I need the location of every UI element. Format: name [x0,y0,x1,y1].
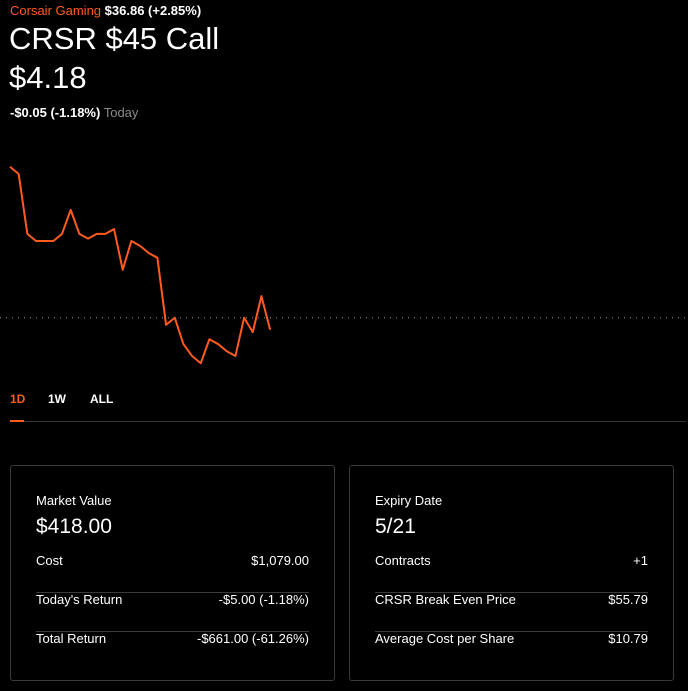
stock-line: Corsair Gaming $36.86 (+2.85%) [10,3,201,18]
row-label: Average Cost per Share [375,631,515,646]
divider [10,421,686,422]
price-line [9,166,272,365]
row-label: Today's Return [36,592,123,607]
tab[interactable]: 1W [48,392,66,406]
row-label: Total Return [36,631,107,646]
tab[interactable]: 1D [10,392,26,406]
change-line: -$0.05 (-1.18%) Today [10,105,138,120]
detail-row: Cost $1,079.00 [36,553,309,593]
stock-change: (+2.85%) [148,3,202,18]
row-value: $55.79 [608,592,648,607]
tab[interactable]: ALL [90,392,114,406]
card-label: Market Value [36,493,112,508]
detail-row: CRSR Break Even Price $55.79 [375,592,648,632]
tab-underline [10,420,24,422]
row-value: $10.79 [608,631,648,646]
change: -$0.05 (-1.18%) [10,105,101,120]
card: Market Value $418.00 Cost $1,079.00 Today's … [10,465,335,681]
card-value: 5/21 [375,515,416,538]
period: Today [103,105,139,120]
stock-price: $36.86 [104,3,145,18]
card-value: $418.00 [36,515,112,538]
company[interactable]: Corsair Gaming [10,3,102,18]
row-value: +1 [633,553,648,568]
row-value: -$5.00 (-1.18%) [218,592,309,607]
detail-row: Contracts +1 [375,553,648,593]
detail-row: Total Return -$661.00 (-61.26%) [36,631,309,670]
detail-row: Today's Return -$5.00 (-1.18%) [36,592,309,632]
row-label: Contracts [375,553,431,568]
row-value: -$661.00 (-61.26%) [196,631,309,646]
row-label: Cost [36,553,63,568]
row-label: CRSR Break Even Price [375,592,516,607]
detail-row: Average Cost per Share $10.79 [375,631,648,670]
card: Expiry Date 5/21 Contracts +1 CRSR Break Eve… [349,465,674,681]
chart [0,166,688,365]
card-label: Expiry Date [375,493,443,508]
row-value: $1,079.00 [251,553,309,568]
price: $4.18 [9,60,87,95]
title: CRSR $45 Call [9,21,220,56]
